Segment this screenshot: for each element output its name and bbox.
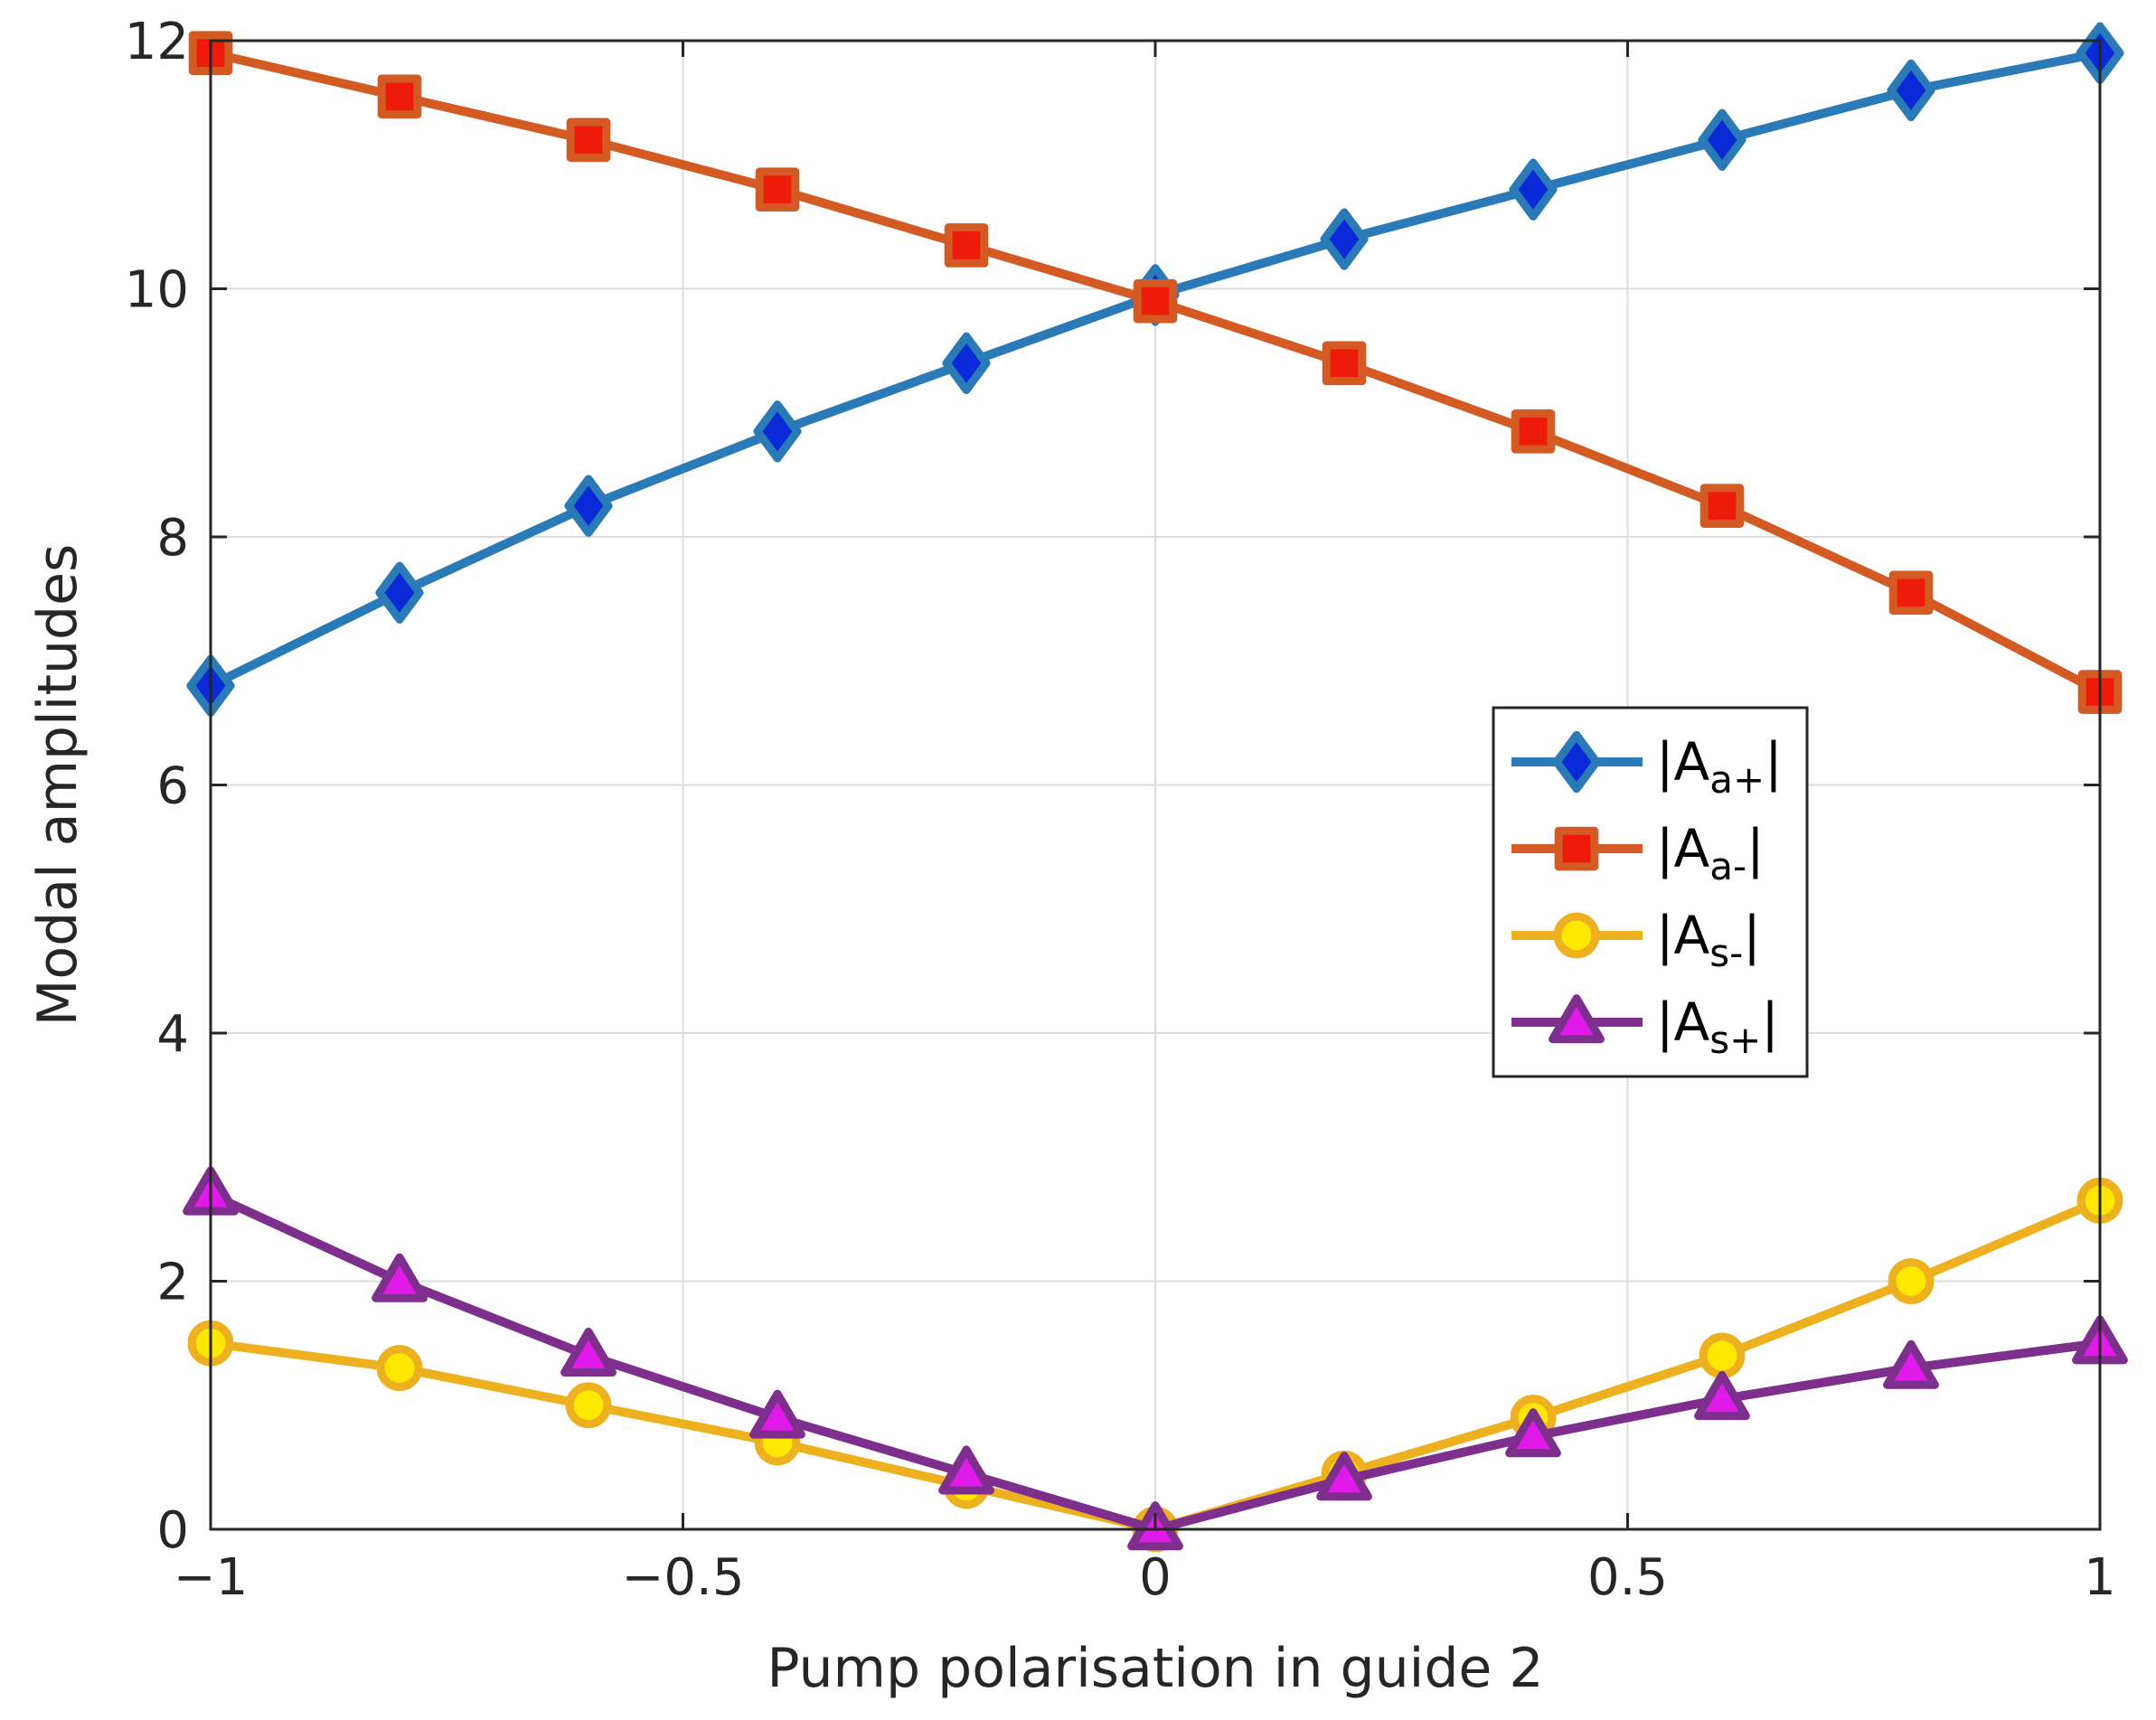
legend-label: |As+| bbox=[1656, 992, 1779, 1062]
legend-entry: |As+| bbox=[1511, 992, 1779, 1062]
data-point bbox=[1698, 108, 1746, 171]
data-point bbox=[753, 400, 802, 463]
data-point bbox=[566, 117, 611, 163]
legend-entry: |Aa+| bbox=[1511, 730, 1783, 802]
legend-marker bbox=[1552, 730, 1601, 794]
data-point bbox=[372, 1253, 428, 1302]
data-point bbox=[376, 1345, 423, 1391]
y-tick-label: 2 bbox=[156, 1254, 189, 1312]
legend-label: |As-| bbox=[1656, 905, 1761, 975]
data-point bbox=[749, 1389, 805, 1439]
legend-marker bbox=[1554, 826, 1599, 871]
x-axis-label: Pump polarisation in guide 2 bbox=[767, 1637, 1543, 1700]
data-point bbox=[1509, 158, 1558, 221]
series-1 bbox=[188, 31, 2123, 714]
legend-marker bbox=[1553, 912, 1600, 959]
data-point bbox=[564, 475, 613, 537]
data-point bbox=[1699, 1332, 1746, 1379]
y-tick-label: 8 bbox=[156, 509, 189, 568]
data-point bbox=[1694, 1370, 1750, 1421]
data-point bbox=[1320, 208, 1369, 270]
data-point bbox=[942, 332, 991, 395]
data-point bbox=[1322, 341, 1367, 386]
data-point bbox=[1888, 1258, 1935, 1304]
legend: |Aa+| |Aa-| |As-| |As+| bbox=[1492, 706, 1809, 1078]
x-tick-label: 0 bbox=[1139, 1548, 1172, 1607]
data-point bbox=[938, 1445, 994, 1495]
x-tick-label: 1 bbox=[2084, 1548, 2116, 1607]
y-axis-label: Modal amplitudes bbox=[26, 544, 89, 1027]
data-point bbox=[944, 223, 989, 268]
data-point bbox=[1133, 278, 1178, 324]
data-point bbox=[1887, 59, 1935, 122]
legend-entry: |Aa-| bbox=[1511, 818, 1765, 888]
x-tick-label: −0.5 bbox=[622, 1548, 745, 1607]
data-point bbox=[1888, 570, 1934, 616]
data-point bbox=[375, 561, 424, 624]
legend-marker bbox=[1549, 994, 1605, 1044]
data-point bbox=[565, 1382, 612, 1429]
y-tick-label: 12 bbox=[125, 13, 189, 71]
data-point bbox=[1316, 1452, 1372, 1501]
y-tick-label: 4 bbox=[156, 1005, 189, 1064]
data-point bbox=[377, 74, 422, 119]
data-point bbox=[1505, 1408, 1561, 1458]
data-point bbox=[1883, 1339, 1939, 1389]
y-tick-label: 0 bbox=[156, 1501, 189, 1560]
x-tick-label: 0.5 bbox=[1587, 1548, 1668, 1607]
data-point bbox=[1511, 409, 1556, 454]
x-tick-label: −1 bbox=[174, 1548, 249, 1607]
data-point bbox=[1699, 484, 1745, 528]
legend-label: |Aa+| bbox=[1656, 731, 1783, 802]
y-tick-label: 6 bbox=[156, 757, 189, 816]
legend-label: |Aa-| bbox=[1656, 818, 1765, 888]
legend-entry: |As-| bbox=[1511, 905, 1761, 975]
data-point bbox=[755, 167, 800, 211]
legend-box bbox=[1492, 706, 1809, 1078]
y-tick-label: 10 bbox=[125, 261, 189, 320]
data-point bbox=[560, 1327, 617, 1377]
